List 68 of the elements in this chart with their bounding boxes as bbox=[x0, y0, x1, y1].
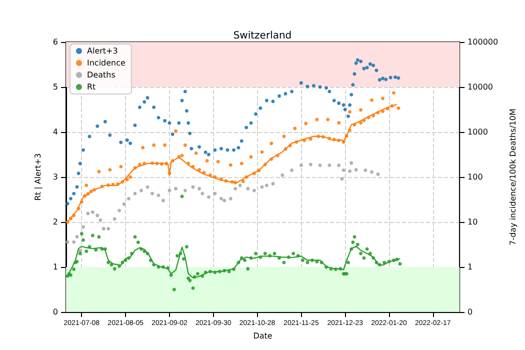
point bbox=[308, 162, 312, 166]
point bbox=[90, 210, 94, 214]
point bbox=[66, 240, 70, 244]
point bbox=[264, 184, 268, 188]
point bbox=[337, 164, 341, 168]
legend-label: Alert+3 bbox=[87, 46, 118, 56]
point bbox=[156, 194, 160, 198]
point bbox=[318, 164, 322, 168]
point bbox=[271, 182, 275, 186]
y-tick-label: 4 bbox=[52, 128, 58, 136]
point bbox=[328, 164, 332, 168]
y-tick-label: 2 bbox=[52, 218, 58, 226]
y2-tick-label: 10 bbox=[468, 218, 478, 226]
y-tick-label: 0 bbox=[52, 308, 58, 316]
point bbox=[206, 195, 210, 199]
point bbox=[161, 198, 165, 202]
chart-title: Switzerland bbox=[233, 30, 292, 42]
point bbox=[72, 240, 76, 244]
y-tick-label: 6 bbox=[52, 38, 58, 46]
point bbox=[228, 196, 232, 200]
y2-tick-label: 100000 bbox=[468, 38, 498, 46]
point bbox=[364, 168, 368, 172]
point bbox=[198, 186, 202, 190]
point bbox=[222, 198, 226, 202]
point bbox=[106, 226, 110, 230]
point bbox=[342, 168, 346, 172]
point bbox=[340, 177, 344, 181]
point bbox=[370, 170, 374, 174]
point bbox=[150, 192, 154, 196]
legend-label: Incidence bbox=[87, 58, 126, 68]
point bbox=[183, 188, 187, 192]
point bbox=[234, 186, 238, 190]
point bbox=[354, 168, 358, 172]
point bbox=[376, 172, 380, 176]
point bbox=[348, 169, 352, 173]
point bbox=[299, 164, 303, 168]
point bbox=[86, 212, 90, 216]
y2-tick-label: 10000 bbox=[468, 82, 494, 92]
y-axis-title: Rt | Alert+3 bbox=[34, 153, 43, 201]
y2-tick-label: 1000 bbox=[468, 128, 488, 136]
point bbox=[112, 217, 116, 221]
point bbox=[246, 186, 250, 190]
point bbox=[102, 226, 106, 230]
point bbox=[174, 186, 178, 190]
point bbox=[126, 196, 130, 200]
point bbox=[140, 188, 144, 192]
point bbox=[280, 173, 284, 177]
point bbox=[118, 208, 122, 212]
point bbox=[238, 184, 242, 188]
point bbox=[98, 218, 102, 222]
point bbox=[75, 235, 79, 239]
y-tick-label: 1 bbox=[52, 262, 58, 272]
y2-tick-label: 100 bbox=[468, 172, 483, 182]
point bbox=[219, 196, 223, 200]
point bbox=[82, 225, 85, 229]
point bbox=[96, 214, 100, 218]
point bbox=[350, 161, 354, 165]
y2-tick-label: 0 bbox=[468, 308, 473, 316]
point bbox=[252, 188, 256, 192]
y-tick-label: 5 bbox=[52, 82, 58, 92]
point bbox=[200, 192, 204, 196]
y2-axis-title: 7-day incidence/100k Deaths/10M bbox=[508, 108, 518, 246]
point bbox=[290, 168, 294, 172]
y2-tick-label: 1 bbox=[468, 262, 473, 272]
legend-label: Deaths bbox=[87, 70, 116, 80]
legend-label: Rt bbox=[87, 82, 96, 92]
x-axis-title: Date bbox=[253, 331, 272, 340]
y-tick-label: 3 bbox=[52, 172, 58, 182]
